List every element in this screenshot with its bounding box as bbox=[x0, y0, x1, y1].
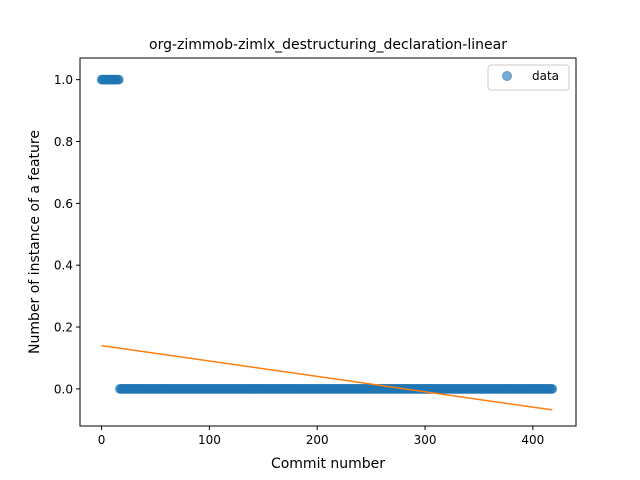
y-tick-label: 0.2 bbox=[54, 321, 73, 335]
y-tick-label: 0.8 bbox=[54, 135, 73, 149]
data-layer bbox=[96, 74, 558, 394]
x-axis-label: Commit number bbox=[271, 456, 385, 472]
axes-frame bbox=[79, 57, 577, 427]
data-point bbox=[547, 383, 558, 394]
y-axis: 0.0 0.2 0.4 0.6 0.8 1.0 bbox=[54, 73, 80, 396]
legend-marker bbox=[502, 71, 512, 81]
y-axis-label: Number of instance of a feature bbox=[27, 130, 43, 354]
y-tick-label: 0.6 bbox=[54, 197, 73, 211]
x-tick-label: 400 bbox=[521, 433, 544, 447]
trend-line-layer bbox=[101, 344, 553, 411]
legend-label-data: data bbox=[532, 69, 559, 83]
legend: data bbox=[487, 64, 570, 91]
x-tick-label: 0 bbox=[98, 433, 106, 447]
x-tick-label: 200 bbox=[306, 433, 329, 447]
y-tick-label: 0.0 bbox=[54, 382, 73, 396]
y-tick-label: 0.4 bbox=[54, 259, 73, 273]
chart-title: org-zimmob-zimlx_destructuring_declarati… bbox=[149, 37, 507, 53]
x-axis: 0 100 200 300 400 bbox=[98, 426, 544, 447]
x-tick-label: 100 bbox=[198, 433, 221, 447]
data-point bbox=[113, 74, 124, 85]
x-tick-label: 300 bbox=[414, 433, 437, 447]
y-tick-label: 1.0 bbox=[54, 73, 73, 87]
trend-line bbox=[101, 344, 553, 411]
